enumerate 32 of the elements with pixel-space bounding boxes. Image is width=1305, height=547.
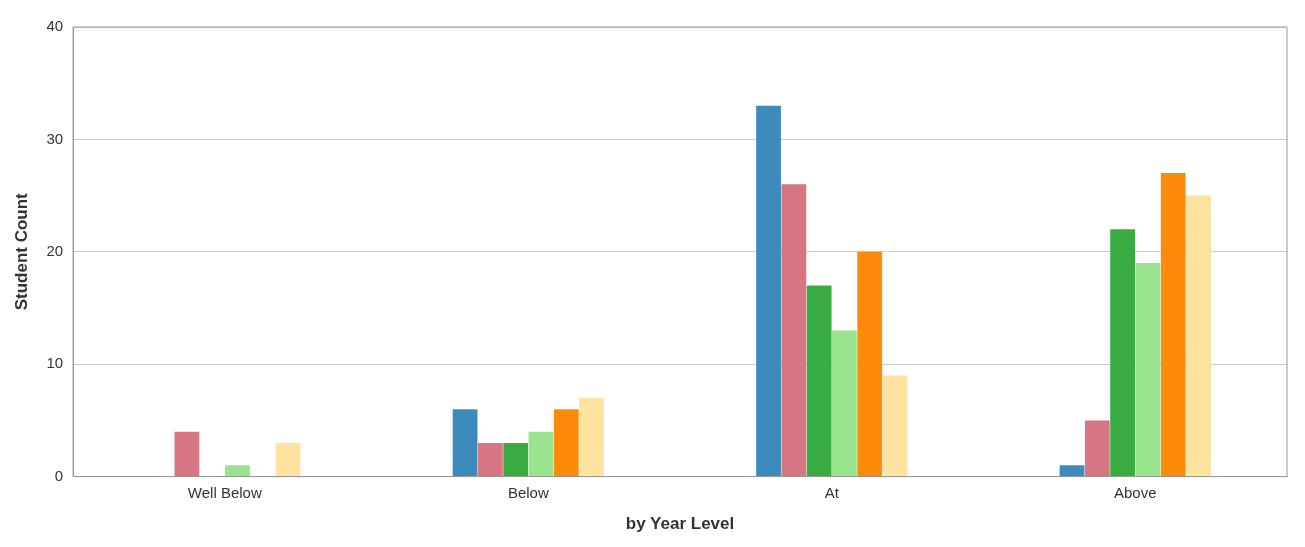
bar bbox=[882, 375, 908, 477]
bar bbox=[452, 409, 478, 477]
bar bbox=[832, 330, 857, 477]
y-axis-title: Student Count bbox=[11, 192, 31, 311]
bar bbox=[781, 184, 807, 477]
bar bbox=[1160, 173, 1186, 477]
y-tick-label: 30 bbox=[46, 129, 64, 147]
bar bbox=[225, 465, 250, 477]
y-tick-label: 20 bbox=[46, 241, 64, 259]
y-tick-label: 40 bbox=[46, 17, 64, 35]
bar bbox=[477, 442, 503, 477]
bar bbox=[579, 397, 604, 477]
bar bbox=[275, 442, 301, 477]
y-tick-label: 10 bbox=[46, 354, 64, 372]
bar bbox=[528, 431, 554, 477]
x-tick-label: Well Below bbox=[187, 483, 262, 501]
x-tick-label: Above bbox=[1113, 483, 1157, 501]
bar bbox=[1135, 263, 1161, 477]
bar bbox=[1059, 465, 1085, 477]
x-axis-title: by Year Level bbox=[625, 514, 735, 534]
x-tick-label: At bbox=[824, 483, 840, 501]
bar bbox=[553, 409, 579, 477]
bar bbox=[857, 251, 883, 477]
x-tick-label: Below bbox=[507, 483, 549, 501]
bar bbox=[1084, 420, 1110, 477]
bar bbox=[174, 431, 200, 477]
bar bbox=[806, 285, 832, 477]
bar bbox=[1186, 195, 1211, 477]
bar bbox=[503, 442, 529, 477]
bar bbox=[1110, 229, 1136, 477]
bar bbox=[756, 105, 781, 477]
y-tick-label: 0 bbox=[54, 466, 64, 484]
